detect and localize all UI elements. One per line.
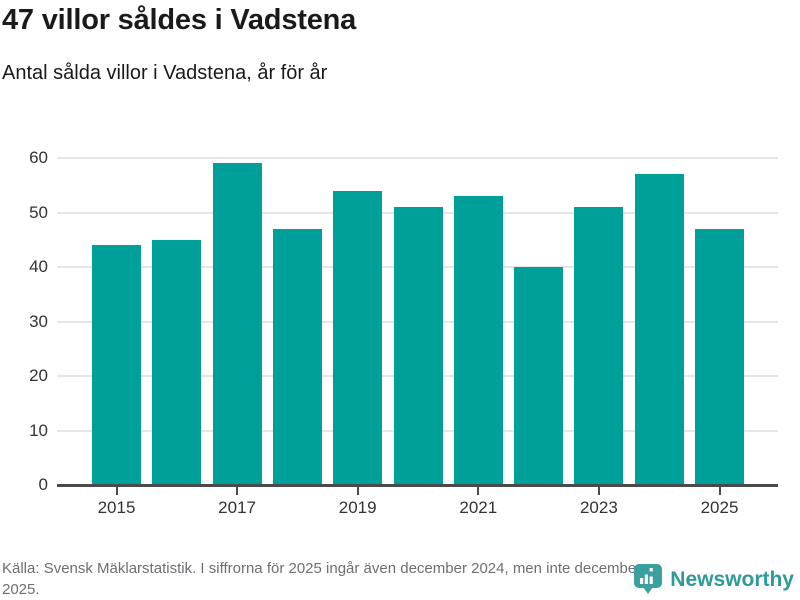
x-axis-tick <box>477 487 480 495</box>
bar-2017 <box>212 163 262 485</box>
bar-2022 <box>514 267 564 485</box>
page-subtitle: Antal sålda villor i Vadstena, år för år <box>2 62 328 84</box>
x-axis-tick-label: 2021 <box>459 498 498 517</box>
page-title: 47 villor såldes i Vadstena <box>2 4 357 36</box>
x-axis-tick <box>115 487 118 495</box>
x-axis-line <box>57 484 778 487</box>
x-axis-tick <box>356 487 359 495</box>
bar-2016 <box>152 239 202 485</box>
y-axis-tick-label: 40 <box>29 257 48 276</box>
bar-2024 <box>634 174 684 485</box>
bar-2025 <box>695 228 744 485</box>
x-axis-tick-label: 2025 <box>700 498 739 517</box>
newsworthy-logo-text: Newsworthy <box>670 567 794 591</box>
bar-2020 <box>393 207 443 485</box>
newsworthy-logo-icon <box>634 564 663 595</box>
x-axis-tick-label: 2017 <box>218 498 256 517</box>
x-axis-tick-label: 2023 <box>579 498 618 517</box>
x-axis-tick-label: 2019 <box>338 498 377 517</box>
x-axis-tick <box>236 487 239 495</box>
x-axis-tick-label: 2015 <box>97 498 136 517</box>
bar-2018 <box>272 228 322 485</box>
newsworthy-logo[interactable]: Newsworthy <box>634 564 794 595</box>
y-axis-tick-label: 50 <box>29 202 48 222</box>
y-axis-tick-label: 30 <box>29 311 48 331</box>
x-axis-tick <box>718 487 721 495</box>
y-axis-tick-label: 10 <box>29 420 48 440</box>
y-axis-tick-label: 60 <box>29 148 48 167</box>
y-axis-tick-label: 0 <box>38 475 48 494</box>
source-note: Källa: Svensk Mäklarstatistik. I siffror… <box>2 560 642 598</box>
bar-2023 <box>574 207 624 485</box>
gridline-y-60 <box>57 157 778 159</box>
bar-2015 <box>92 245 141 485</box>
bar-2019 <box>333 190 383 485</box>
y-axis-tick-label: 20 <box>29 366 48 385</box>
bar-2021 <box>453 196 503 485</box>
x-axis-tick <box>597 487 600 495</box>
